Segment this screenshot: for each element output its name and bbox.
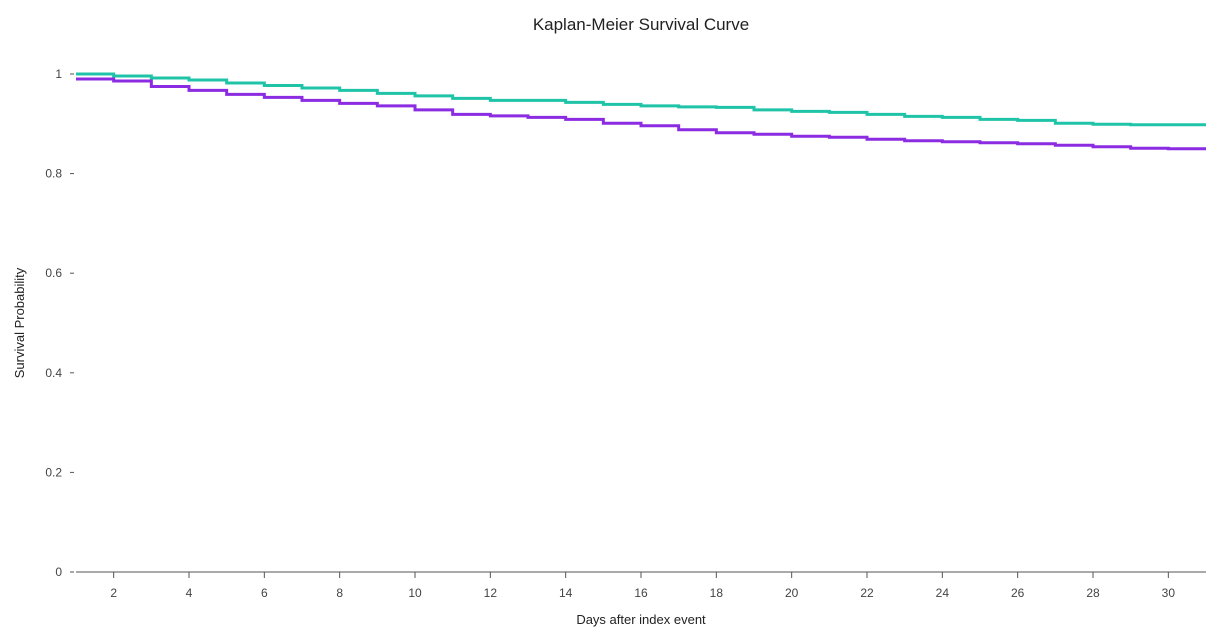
x-tick-label: 16	[634, 586, 648, 600]
x-tick-label: 6	[261, 586, 268, 600]
x-tick-label: 30	[1162, 586, 1176, 600]
x-tick-label: 12	[484, 586, 498, 600]
x-tick-label: 24	[936, 586, 950, 600]
x-tick-label: 20	[785, 586, 799, 600]
x-tick-label: 18	[710, 586, 724, 600]
x-tick-label: 26	[1011, 586, 1025, 600]
x-tick-label: 28	[1086, 586, 1100, 600]
x-axis-label: Days after index event	[576, 612, 706, 627]
y-tick-label: 0.4	[45, 366, 62, 380]
x-tick-label: 2	[110, 586, 117, 600]
y-tick-label: 0.2	[45, 465, 62, 479]
x-tick-label: 22	[860, 586, 874, 600]
series-group	[76, 72, 1206, 151]
y-axis-label: Survival Probability	[12, 267, 27, 378]
y-ticks: 0 0.2 0.4 0.6 0.8 1	[45, 67, 74, 579]
x-tick-label: 4	[186, 586, 193, 600]
survival-curve-series-2	[76, 77, 1206, 151]
survival-curve-series-1	[76, 72, 1206, 127]
x-tick-label: 8	[336, 586, 343, 600]
y-tick-label: 0.6	[45, 266, 62, 280]
y-tick-label: 1	[55, 67, 62, 81]
x-tick-label: 14	[559, 586, 573, 600]
x-tick-label: 10	[408, 586, 422, 600]
x-ticks: 2 4 6 8 10 12 14 16 18 20 22 24 26 28 30	[110, 572, 1175, 600]
chart-title: Kaplan-Meier Survival Curve	[533, 15, 749, 34]
y-tick-label: 0.8	[45, 167, 62, 181]
y-tick-label: 0	[55, 565, 62, 579]
